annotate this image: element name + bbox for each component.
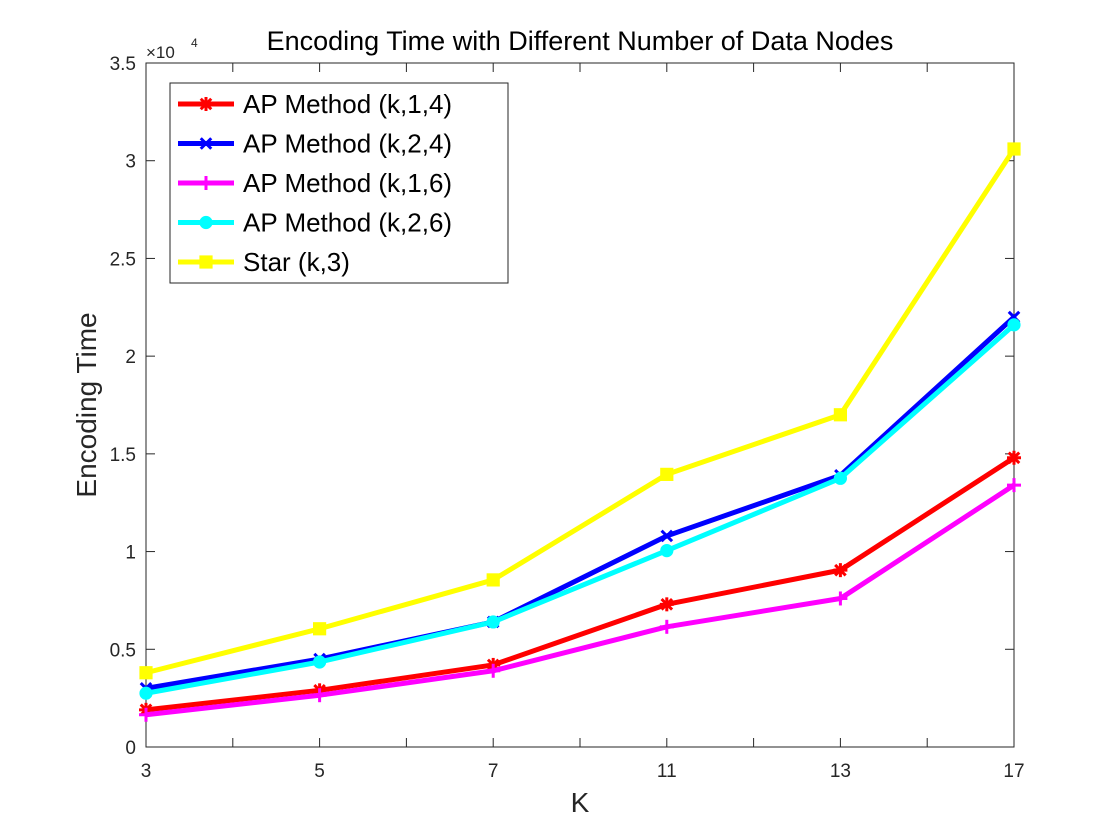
data-point-marker bbox=[1007, 450, 1021, 465]
series-star-k-3 bbox=[139, 142, 1021, 680]
data-point-marker bbox=[833, 591, 848, 606]
data-point-marker bbox=[486, 663, 501, 678]
data-point-marker bbox=[139, 666, 153, 680]
y-exponent-multiplier: ×10 bbox=[146, 43, 175, 62]
chart-title: Encoding Time with Different Number of D… bbox=[267, 26, 894, 56]
legend-item: AP Method (k,1,4) bbox=[178, 89, 452, 119]
x-axis-label: K bbox=[571, 787, 590, 818]
data-point-marker bbox=[199, 97, 213, 111]
series-line bbox=[145, 147, 1017, 676]
axis-ticks bbox=[145, 62, 1015, 748]
data-point-marker bbox=[486, 615, 500, 629]
x-tick-label: 13 bbox=[830, 761, 851, 782]
data-point-marker bbox=[833, 471, 848, 485]
legend-item: AP Method (k,2,6) bbox=[178, 208, 452, 238]
data-point-marker bbox=[1007, 142, 1021, 156]
data-point-marker bbox=[313, 655, 327, 669]
series-layer bbox=[139, 142, 1021, 722]
data-point-marker bbox=[660, 529, 674, 543]
data-point-marker bbox=[199, 215, 213, 230]
data-point-marker bbox=[1007, 478, 1021, 493]
y-tick-label: 3.5 bbox=[110, 54, 136, 75]
legend: AP Method (k,1,4) AP Method (k,2,4) AP Met… bbox=[169, 82, 509, 284]
y-tick-label: 1 bbox=[125, 543, 136, 564]
data-point-marker bbox=[833, 563, 848, 578]
data-point-marker bbox=[660, 467, 674, 481]
x-tick-label: 5 bbox=[314, 761, 325, 782]
legend-label: AP Method (k,1,4) bbox=[243, 89, 452, 119]
data-point-marker bbox=[1007, 318, 1021, 332]
data-point-marker bbox=[660, 543, 674, 558]
x-tick-label: 7 bbox=[488, 761, 499, 782]
x-tick-label: 11 bbox=[657, 761, 677, 782]
y-tick-label: 0 bbox=[125, 738, 136, 759]
y-tick-label: 2 bbox=[125, 347, 136, 368]
data-point-marker bbox=[659, 619, 674, 634]
y-tick-label: 3 bbox=[125, 152, 136, 173]
data-point-marker bbox=[139, 707, 153, 722]
legend-label: AP Method (k,2,4) bbox=[243, 129, 452, 159]
data-point-marker bbox=[139, 686, 153, 700]
series-line bbox=[145, 315, 1016, 691]
y-axis-label: Encoding Time bbox=[71, 312, 102, 497]
series-line bbox=[145, 483, 1016, 718]
y-tick-label: 1.5 bbox=[110, 445, 136, 466]
data-point-marker bbox=[199, 176, 213, 190]
x-tick-labels: 3 5 7 11 13 17 bbox=[141, 761, 1025, 782]
y-exponent-power: 4 bbox=[191, 36, 198, 50]
legend-item: AP Method (k,2,4) bbox=[178, 129, 452, 159]
data-point-marker bbox=[199, 255, 213, 269]
x-tick-label: 3 bbox=[141, 761, 152, 782]
legend-label: Star (k,3) bbox=[243, 247, 350, 277]
legend-item: AP Method (k,1,6) bbox=[178, 168, 452, 198]
legend-item: Star (k,3) bbox=[178, 247, 350, 277]
y-tick-label: 2.5 bbox=[110, 249, 136, 270]
data-point-marker bbox=[486, 573, 500, 587]
y-tick-labels: 0 0.5 1 1.5 2 2.5 3 3.5 bbox=[110, 54, 136, 759]
legend-label: AP Method (k,1,6) bbox=[243, 168, 452, 198]
legend-label: AP Method (k,2,6) bbox=[243, 208, 452, 238]
series-line bbox=[145, 455, 1016, 713]
data-point-marker bbox=[312, 688, 327, 703]
series-ap-method-k-2-6 bbox=[139, 318, 1021, 700]
y-tick-label: 0.5 bbox=[110, 640, 136, 661]
data-point-marker bbox=[199, 137, 213, 150]
x-tick-label: 17 bbox=[1003, 761, 1024, 782]
data-point-marker bbox=[313, 622, 327, 636]
data-point-marker bbox=[833, 408, 847, 422]
series-ap-method-k-1-6 bbox=[139, 478, 1021, 722]
series-line bbox=[145, 323, 1016, 696]
data-point-marker bbox=[659, 597, 674, 612]
